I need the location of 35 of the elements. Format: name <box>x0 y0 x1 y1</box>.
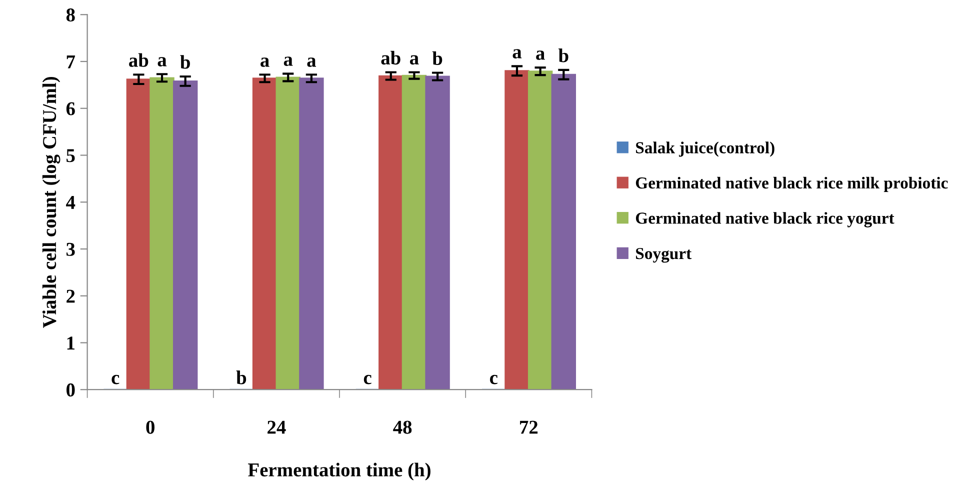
data-label: ab <box>129 53 148 67</box>
data-label: c <box>490 374 498 384</box>
y-tick-label: 5 <box>66 149 75 162</box>
data-label: c <box>112 374 120 384</box>
legend-label: Soygurt <box>636 248 692 263</box>
data-label: a <box>536 50 545 60</box>
legend-label: Germinated native black rice milk probiotic <box>636 176 948 192</box>
legend-label: Germinated native black rice yogurt <box>636 212 894 228</box>
x-axis-title: Fermentation time (h) <box>248 462 430 480</box>
data-label: a <box>260 58 270 67</box>
x-tick-label: 0 <box>146 420 154 434</box>
y-tick-label: 6 <box>66 102 75 116</box>
data-label: b <box>558 48 568 62</box>
data-label: b <box>236 370 246 384</box>
data-label: a <box>512 49 522 58</box>
y-tick-label: 0 <box>66 383 75 397</box>
data-label: a <box>284 56 293 66</box>
data-label: a <box>410 55 419 65</box>
y-tick-label: 3 <box>66 242 75 256</box>
y-tick-label: 8 <box>66 8 75 22</box>
x-tick-label: 72 <box>520 420 538 434</box>
y-tick-label: 7 <box>66 55 76 68</box>
y-axis-title: Viable cell count (log CFU/ml) <box>42 76 60 328</box>
x-tick-label: 24 <box>268 420 286 434</box>
y-tick-label: 4 <box>66 196 76 209</box>
y-tick-label: 1 <box>67 336 74 350</box>
data-label: a <box>158 57 167 66</box>
data-label: b <box>432 51 442 66</box>
data-label: ab <box>381 50 400 65</box>
legend-label: Salak juice(control) <box>636 142 774 157</box>
y-tick-label: 2 <box>66 290 75 303</box>
data-label: a <box>307 58 316 67</box>
data-label: c <box>364 374 372 384</box>
x-tick-label: 48 <box>393 420 412 434</box>
data-label: b <box>180 55 190 69</box>
